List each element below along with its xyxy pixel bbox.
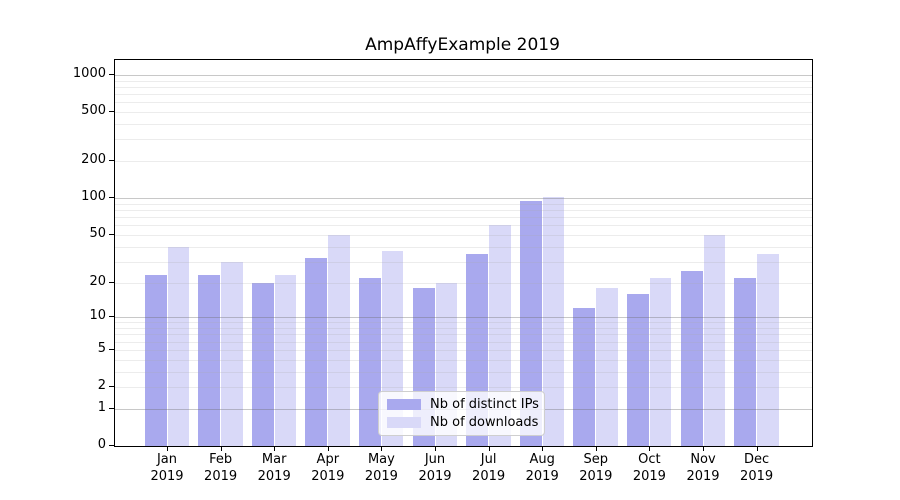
x-axis-tick-mark (435, 446, 436, 451)
y-axis-tick-mark (109, 160, 114, 162)
y-axis-tick-mark (109, 197, 114, 199)
y-axis-tick-mark (109, 233, 114, 235)
y-axis-tick-mark (109, 316, 114, 318)
gridline-300 (115, 139, 812, 141)
bar-downloads-sep (596, 287, 618, 446)
y-axis-tick-mark (109, 407, 114, 409)
bar-distinct-ips-aug (519, 200, 542, 446)
x-axis-tick-mark (595, 446, 597, 451)
gridline-80 (115, 210, 812, 211)
x-axis-tick-mark (220, 446, 222, 451)
legend: Nb of distinct IPs Nb of downloads (378, 391, 545, 436)
y-axis-tick-label-100: 100 (81, 189, 106, 205)
x-axis-month-label-mar: Mar 2019 (257, 452, 291, 484)
x-axis-tick-mark (756, 446, 758, 451)
bar-distinct-ips-may (358, 277, 381, 446)
x-axis-tick-mark (381, 446, 383, 451)
gridline-600 (115, 102, 812, 104)
gridline-90 (115, 203, 812, 205)
gridline-700 (115, 94, 812, 95)
bar-downloads-mar (274, 275, 297, 446)
bar-distinct-ips-apr (305, 258, 328, 446)
gridline-400 (115, 124, 812, 125)
x-axis-month-label-sep: Sep 2019 (579, 452, 613, 484)
bar-downloads-jan (167, 246, 189, 446)
gridline-900 (115, 80, 812, 82)
x-axis-month-label-feb: Feb 2019 (204, 452, 238, 484)
y-axis-tick-label-2: 2 (97, 378, 106, 393)
gridline-800 (115, 86, 812, 88)
legend-row-distinct-ips: Nb of distinct IPs (387, 397, 544, 412)
y-axis-tick-label-10: 10 (89, 308, 106, 324)
legend-label-distinct-ips: Nb of distinct IPs (430, 397, 539, 412)
legend-row-downloads: Nb of downloads (387, 415, 544, 430)
bar-downloads-jul (489, 225, 511, 446)
legend-swatch-distinct-ips (387, 399, 421, 410)
x-axis-month-label-jan: Jan 2019 (150, 452, 184, 484)
x-axis-tick-mark (274, 446, 276, 451)
bar-downloads-feb (221, 261, 243, 446)
bar-distinct-ips-jan (144, 275, 167, 446)
y-axis-tick-label-200: 200 (81, 152, 106, 168)
x-axis-month-label-aug: Aug 2019 (525, 452, 559, 484)
x-axis-tick-mark (542, 446, 544, 451)
bar-distinct-ips-dec (734, 277, 757, 446)
gridline-500 (115, 112, 812, 114)
y-axis-tick-mark (109, 111, 114, 113)
bar-distinct-ips-oct (626, 293, 649, 446)
y-axis-tick-mark (109, 386, 114, 387)
y-axis-tick-label-5: 5 (97, 340, 106, 356)
x-axis-tick-mark (488, 446, 490, 451)
bar-distinct-ips-sep (573, 308, 596, 446)
y-axis-tick-mark (109, 348, 114, 350)
y-axis-tick-label-1: 1 (97, 399, 106, 415)
legend-label-downloads: Nb of downloads (430, 415, 539, 430)
y-axis-tick-mark (109, 445, 114, 446)
y-axis-tick-label-20: 20 (89, 273, 106, 289)
bar-distinct-ips-feb (198, 275, 221, 446)
y-axis-tick-mark (109, 281, 114, 283)
x-axis-tick-mark (327, 446, 329, 451)
bar-downloads-apr (328, 234, 350, 446)
x-axis-tick-mark (167, 446, 168, 451)
x-axis-month-label-nov: Nov 2019 (686, 452, 720, 484)
y-axis-tick-mark (109, 73, 114, 75)
x-axis-month-label-dec: Dec 2019 (740, 452, 774, 484)
bar-downloads-oct (649, 277, 672, 446)
y-axis-tick-label-50: 50 (89, 225, 106, 241)
x-axis-month-label-apr: Apr 2019 (311, 452, 345, 484)
bar-downloads-dec (757, 253, 779, 446)
gridline-100 (115, 198, 812, 200)
gridline-60 (115, 225, 812, 227)
bar-downloads-aug (542, 196, 565, 446)
x-axis-month-label-jul: Jul 2019 (472, 452, 506, 484)
bar-distinct-ips-nov (680, 271, 703, 446)
gridline-70 (115, 217, 812, 218)
gridline-200 (115, 161, 812, 163)
x-axis-month-label-may: May 2019 (364, 452, 398, 484)
plot-area (114, 59, 813, 447)
x-axis-tick-mark (649, 446, 651, 451)
x-axis-month-label-oct: Oct 2019 (632, 452, 666, 484)
bar-distinct-ips-mar (251, 282, 274, 446)
x-axis-month-label-jun: Jun 2019 (418, 452, 452, 484)
legend-swatch-downloads (387, 417, 421, 428)
bar-downloads-nov (703, 234, 725, 446)
y-axis-tick-label-0: 0 (97, 437, 106, 452)
y-axis-tick-label-500: 500 (81, 103, 106, 119)
gridline-1000 (115, 74, 812, 76)
y-axis-tick-label-1000: 1000 (72, 65, 106, 81)
x-axis-tick-mark (703, 446, 704, 451)
chart-title: AmpAffyExample 2019 (365, 35, 560, 55)
